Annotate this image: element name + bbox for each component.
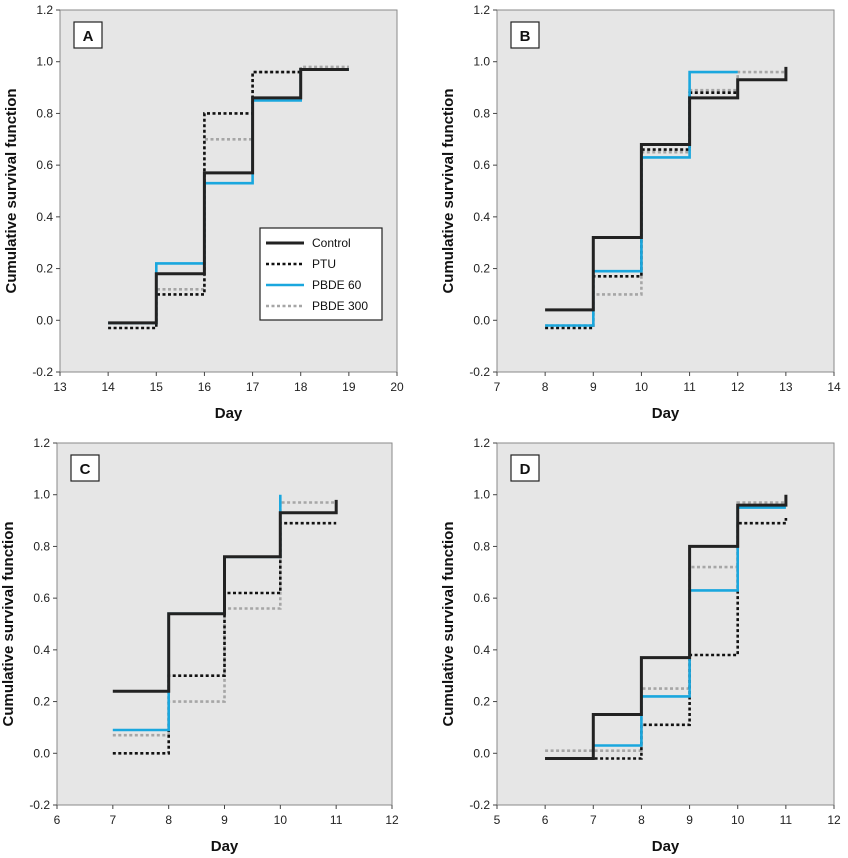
x-axis-title: Day [211,838,239,855]
x-tick-label: 6 [542,813,549,827]
legend-label-ptu: PTU [312,257,336,271]
y-tick-label: 1.0 [36,55,53,69]
y-tick-label: 1.2 [36,3,53,17]
y-tick-label: 0.0 [473,313,490,327]
x-tick-label: 12 [385,813,399,827]
x-tick-label: 16 [198,380,212,394]
panel-label: C [80,461,91,478]
x-tick-label: 12 [731,380,745,394]
x-tick-label: 8 [638,813,645,827]
y-tick-label: -0.2 [469,365,490,379]
legend-label-pbde-300: PBDE 300 [312,299,368,313]
series-line-control [545,66,788,312]
y-tick-label: 0.8 [473,106,490,120]
x-tick-label: 6 [54,813,61,827]
legend-label-pbde-60: PBDE 60 [312,278,362,292]
x-tick-label: 12 [827,813,841,827]
y-tick-label: 1.2 [33,436,50,450]
y-tick-label: 0.4 [473,210,490,224]
x-tick-label: 13 [53,380,67,394]
y-tick-label: 0.6 [473,591,490,605]
x-tick-label: 8 [542,380,549,394]
panel-label: A [83,28,94,45]
x-axis-title: Day [652,405,680,422]
y-tick-label: 0.0 [36,313,53,327]
x-tick-label: 11 [780,813,793,827]
y-tick-label: 0.6 [473,158,490,172]
x-tick-label: 9 [590,380,597,394]
panel-a: -0.2 0.0 0.2 0.4 0.6 0.8 1.0 1.2 13 14 15 16 17 18 19 2… [3,3,404,422]
x-tick-label: 18 [294,380,308,394]
panel-label-box [510,454,540,482]
y-tick-label: 0.6 [33,591,50,605]
panel-c: -0.2 0.0 0.2 0.4 0.6 0.8 1.0 1.2 6 7 8 9 10 11 12 Day Cu… [0,436,399,855]
x-tick-label: 7 [494,380,501,394]
y-tick-label: 0.2 [473,262,490,276]
y-tick-label: 0.0 [473,746,490,760]
y-tick-label: 0.6 [36,158,53,172]
x-axis-title: Day [652,838,680,855]
x-tick-label: 7 [109,813,116,827]
y-tick-label: 0.8 [473,539,490,553]
legend-label-control: Control [312,236,351,250]
panel-label: B [520,28,531,45]
x-tick-label: 14 [827,380,841,394]
panel-b: -0.2 0.0 0.2 0.4 0.6 0.8 1.0 1.2 7 8 9 10 11 12 13 14 Da… [440,3,841,422]
panel-label: D [520,461,531,478]
y-axis-title: Cumulative survival function [3,88,20,293]
panel-label-box [70,454,100,482]
x-tick-label: 17 [246,380,260,394]
y-tick-label: 0.4 [36,210,53,224]
series-line-ptu [545,518,788,760]
legend: Control PTU PBDE 60 PBDE 300 [259,227,383,321]
y-tick-label: 0.8 [33,539,50,553]
x-tick-label: 13 [779,380,793,394]
y-axis-title: Cumulative survival function [440,88,457,293]
x-tick-label: 14 [101,380,115,394]
x-tick-label: 5 [494,813,501,827]
y-axis-title: Cumulative survival function [0,521,17,726]
x-tick-label: 8 [165,813,172,827]
y-tick-label: 0.8 [36,106,53,120]
series-line-control [112,499,338,693]
panel-label-box [73,21,103,49]
y-tick-label: 1.0 [33,488,50,502]
x-tick-label: 9 [686,813,693,827]
x-tick-label: 10 [731,813,745,827]
y-tick-label: 1.0 [473,55,490,69]
y-tick-label: 1.2 [473,3,490,17]
y-axis-title: Cumulative survival function [440,521,457,726]
series-line-control [545,494,788,760]
x-tick-label: 15 [150,380,164,394]
y-tick-label: 1.0 [473,488,490,502]
plot-area-b [496,9,835,373]
x-tick-label: 11 [330,813,343,827]
y-tick-label: 0.4 [473,643,490,657]
y-tick-label: 0.2 [473,695,490,709]
panel-label-box [510,21,540,49]
y-tick-label: 0.0 [33,746,50,760]
y-tick-label: 0.4 [33,643,50,657]
y-tick-label: 0.2 [33,695,50,709]
y-tick-label: 1.2 [473,436,490,450]
x-tick-label: 19 [342,380,356,394]
y-tick-label: -0.2 [32,365,53,379]
x-tick-label: 9 [221,813,228,827]
x-tick-label: 10 [274,813,288,827]
y-tick-label: 0.2 [36,262,53,276]
x-tick-label: 20 [390,380,404,394]
panel-d: -0.2 0.0 0.2 0.4 0.6 0.8 1.0 1.2 5 6 7 8 9 10 11 12 Day C… [440,436,841,855]
x-tick-label: 11 [683,380,696,394]
y-tick-label: -0.2 [29,798,50,812]
series-line-control [108,68,349,325]
x-tick-label: 10 [635,380,649,394]
x-tick-label: 7 [590,813,597,827]
y-tick-label: -0.2 [469,798,490,812]
x-axis-title: Day [215,405,243,422]
